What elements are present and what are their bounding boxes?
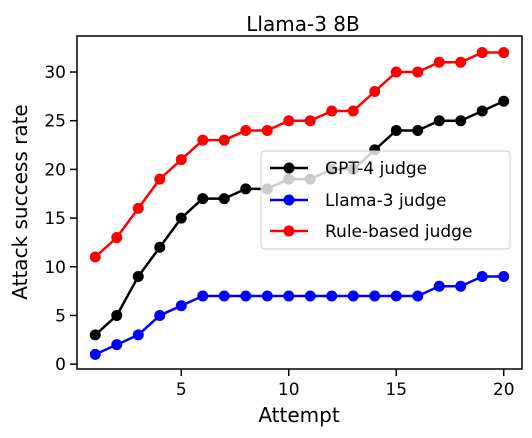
data-point	[283, 115, 295, 127]
data-point	[369, 290, 381, 302]
x-tick-label: 20	[493, 380, 515, 400]
data-point	[304, 290, 316, 302]
data-point	[498, 271, 510, 282]
data-point	[175, 300, 187, 312]
data-point	[261, 124, 273, 136]
y-tick-label: 10	[44, 258, 66, 278]
data-point	[197, 193, 209, 205]
y-tick-label: 5	[55, 306, 66, 326]
data-point	[369, 86, 381, 97]
data-point	[197, 134, 209, 146]
data-point	[455, 280, 467, 292]
legend-marker-2	[283, 225, 295, 237]
x-tick-label: 5	[176, 380, 187, 400]
data-point	[154, 241, 166, 253]
data-point	[455, 56, 467, 68]
x-axis-label: Attempt	[258, 403, 339, 427]
data-point	[347, 290, 359, 302]
data-point	[89, 329, 101, 341]
legend-marker-0	[283, 162, 295, 174]
y-tick-label: 0	[55, 355, 66, 375]
data-point	[498, 95, 510, 107]
data-point	[390, 66, 402, 78]
legend-label-2: Rule-based judge	[325, 222, 472, 242]
data-point	[218, 193, 230, 205]
data-point	[412, 124, 424, 136]
legend-box	[260, 150, 511, 250]
data-point	[304, 115, 316, 127]
data-point	[412, 66, 424, 78]
data-point	[498, 47, 510, 59]
data-point	[412, 290, 424, 302]
data-point	[111, 232, 123, 244]
legend-label-0: GPT-4 judge	[325, 159, 427, 179]
data-point	[132, 271, 144, 282]
data-point	[476, 47, 488, 59]
data-point	[476, 105, 488, 117]
data-point	[455, 115, 467, 127]
data-point	[175, 154, 187, 166]
data-point	[240, 124, 252, 136]
data-point	[326, 105, 338, 117]
data-point	[111, 339, 123, 351]
y-tick-label: 25	[44, 112, 66, 132]
data-point	[326, 290, 338, 302]
legend: GPT-4 judge Llama-3 judge Rule-based judge	[260, 150, 511, 250]
data-point	[175, 212, 187, 224]
data-point	[154, 309, 166, 321]
y-tick-label: 30	[44, 63, 66, 83]
data-point	[390, 290, 402, 302]
data-point	[197, 290, 209, 302]
data-point	[433, 56, 445, 68]
data-point	[433, 115, 445, 127]
data-point	[283, 290, 295, 302]
data-point	[89, 348, 101, 360]
data-point	[132, 329, 144, 341]
data-point	[154, 173, 166, 185]
data-point	[240, 290, 252, 302]
legend-label-1: Llama-3 judge	[325, 191, 446, 211]
data-point	[218, 290, 230, 302]
data-point	[347, 105, 359, 117]
data-point	[240, 183, 252, 195]
x-axis-ticks: 5 10 15 20	[176, 369, 515, 400]
data-point	[89, 251, 101, 263]
y-axis-label: Attack success rate	[8, 104, 32, 299]
legend-marker-1	[283, 194, 295, 206]
data-point	[132, 202, 144, 214]
data-point	[261, 290, 273, 302]
data-point	[218, 134, 230, 146]
x-tick-label: 10	[278, 380, 300, 400]
y-axis-ticks: 0 5 10 15 20 25 30	[44, 63, 77, 375]
y-tick-label: 20	[44, 160, 66, 180]
data-point	[433, 280, 445, 292]
data-point	[111, 309, 123, 321]
plot-frame	[76, 35, 523, 370]
chart-title: Llama-3 8B	[246, 12, 359, 36]
data-point	[476, 271, 488, 282]
data-point	[390, 124, 402, 136]
x-tick-label: 15	[385, 380, 407, 400]
y-tick-label: 15	[44, 209, 66, 229]
